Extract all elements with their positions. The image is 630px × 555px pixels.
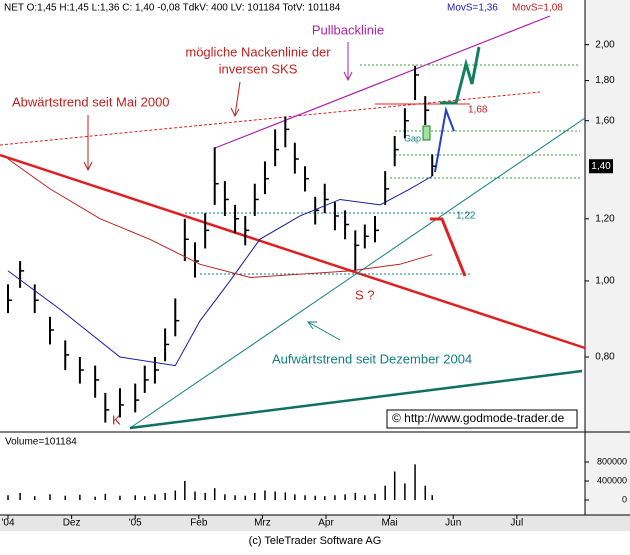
ma-label: MovS=1,36 xyxy=(447,3,498,14)
scenario-arrow xyxy=(434,106,455,173)
moving-average xyxy=(7,158,433,279)
downtrend-line xyxy=(0,153,586,350)
neckline xyxy=(0,91,541,146)
annotation: S ? xyxy=(355,287,375,302)
annotation: Aufwärtstrend seit Dezember 2004 xyxy=(272,351,472,366)
pointer-arrow xyxy=(307,321,341,341)
quote-info: NET O:1,45 H:1,45 L:1,36 C: 1,40 -0,08 T… xyxy=(4,3,341,14)
watermark: © http://www.godmode-trader.de xyxy=(392,411,565,425)
drawing-lines xyxy=(0,15,586,430)
y-tick-label: 1,80 xyxy=(595,75,615,86)
x-tick-label: Jun xyxy=(445,518,461,529)
y-tick-label: 2,00 xyxy=(595,39,615,50)
pullback-line xyxy=(214,15,551,149)
volume-tick-label: 400000 xyxy=(597,475,627,485)
pointer-arrow xyxy=(307,321,317,330)
x-tick-label: Mai xyxy=(382,518,398,529)
uptrend-line xyxy=(129,117,586,429)
footer: (c) TeleTrader Software AG xyxy=(249,535,382,547)
annotation: Pullbacklinie xyxy=(312,22,384,37)
y-tick-label: 1,00 xyxy=(595,276,615,287)
pointer-arrow xyxy=(230,107,240,118)
long-uptrend-line xyxy=(129,369,583,430)
x-tick-label: Dez xyxy=(63,518,81,529)
y-tick-label: 1,60 xyxy=(595,115,615,126)
date-axis-panel xyxy=(0,515,630,531)
annotation: Abwärtstrend seit Mai 2000 xyxy=(12,94,170,109)
pointer-arrow xyxy=(234,81,241,116)
annotation: 1,68 xyxy=(468,105,488,116)
axis-panel xyxy=(585,0,630,515)
scenario-arrow xyxy=(440,46,481,105)
pointer-arrow xyxy=(83,161,93,172)
x-tick-label: Feb xyxy=(190,518,208,529)
watermark-box xyxy=(386,409,578,429)
pointer-arrow xyxy=(343,71,353,82)
x-tick-label: '05 xyxy=(129,518,142,529)
x-tick-label: Mrz xyxy=(254,518,271,529)
annotation: inversen SKS xyxy=(219,61,298,76)
ma-label: MovS=1,08 xyxy=(512,3,563,14)
annotation: mögliche Nackenlinie der xyxy=(185,44,331,59)
annotation: Gap xyxy=(404,133,421,143)
x-tick-label: '04 xyxy=(1,518,14,529)
volume-label: Volume=101184 xyxy=(5,437,77,448)
last-price-label: 1,40 xyxy=(591,161,611,172)
volume-tick-label: 0 xyxy=(622,494,627,504)
annotation: 1,22 xyxy=(456,211,476,222)
annotation: K xyxy=(112,412,121,427)
y-tick-label: 0,80 xyxy=(595,352,615,363)
volume-tick-label: 800000 xyxy=(597,456,627,466)
moving-average xyxy=(7,175,433,367)
last-price-box xyxy=(589,159,613,174)
scenario-arrow xyxy=(430,217,467,277)
x-tick-label: Jul xyxy=(510,518,523,529)
gap-box xyxy=(422,125,431,141)
y-tick-label: 1,20 xyxy=(595,213,615,224)
x-tick-label: Apr xyxy=(318,518,334,529)
